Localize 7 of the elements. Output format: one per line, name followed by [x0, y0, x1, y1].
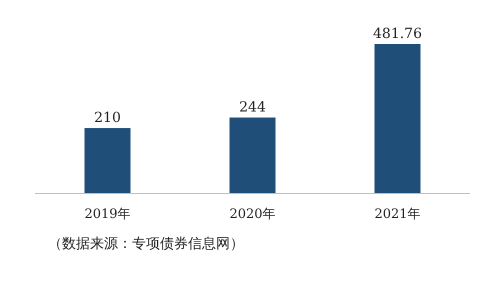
data-label: 481.76	[373, 26, 422, 42]
x-tick-label: 2019年	[84, 207, 131, 222]
data-label: 244	[239, 100, 266, 116]
x-tick-label: 2020年	[229, 207, 276, 222]
text: （数据来源：专项债券信息网）	[48, 236, 244, 252]
data-label: 210	[94, 110, 121, 126]
x-tick-label: 2021年	[374, 207, 421, 222]
